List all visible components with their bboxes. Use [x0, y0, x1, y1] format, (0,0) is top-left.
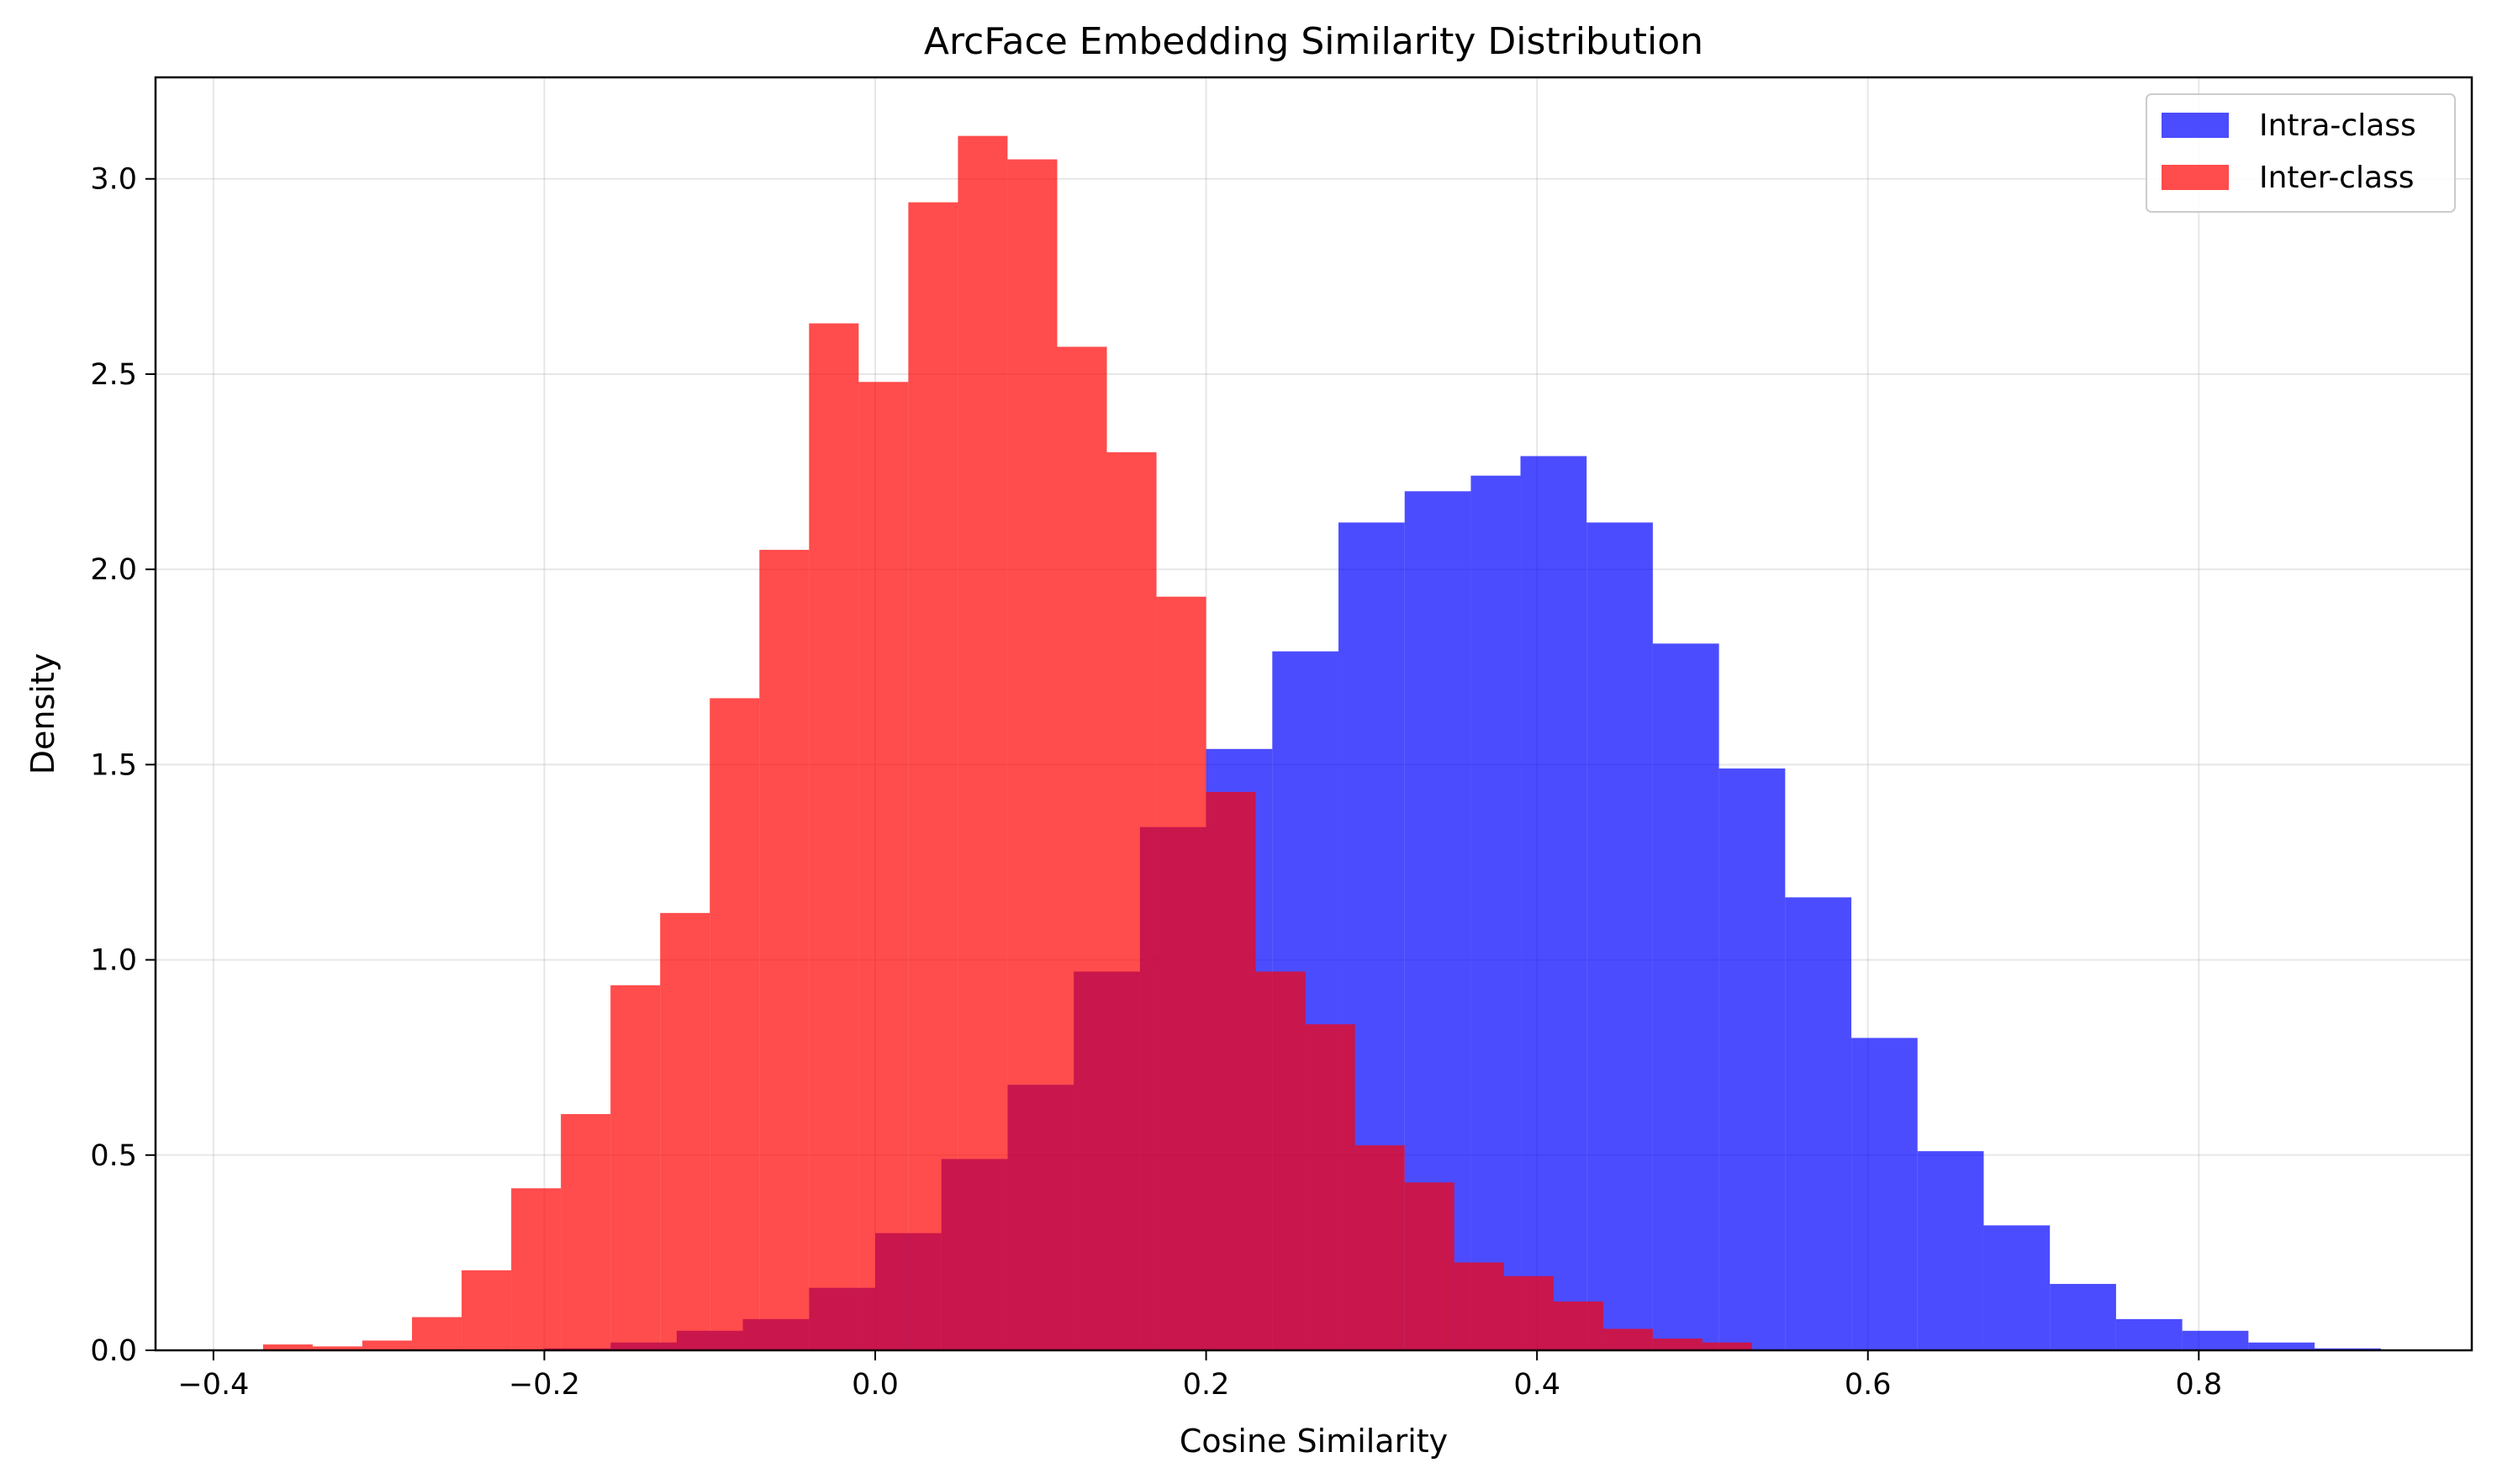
histogram-bar	[710, 698, 760, 1350]
y-tick-label: 0.5	[90, 1139, 137, 1173]
histogram-bar	[511, 1188, 562, 1350]
y-tick-label: 0.0	[90, 1334, 137, 1368]
histogram-bar	[1602, 1328, 1653, 1350]
histogram-bar	[1007, 159, 1058, 1351]
legend-swatch-intra-class	[2162, 113, 2229, 138]
y-tick-label: 3.0	[90, 163, 137, 197]
x-tick-label: 0.4	[1513, 1368, 1560, 1402]
histogram-bar	[561, 1114, 611, 1350]
legend-label-inter-class: Inter-class	[2259, 161, 2415, 195]
histogram-bar	[1851, 1038, 1918, 1350]
x-tick-label: −0.4	[177, 1368, 249, 1402]
histogram-bars	[262, 135, 2381, 1351]
axis-ticks: −0.4 −0.2 0.0 0.2 0.4 0.6 0.8 0.0 0.5 1.0 1.5 2.0 2.…	[90, 163, 2222, 1402]
series-inter-class	[262, 135, 1752, 1351]
histogram-bar	[908, 202, 958, 1350]
histogram-bar	[858, 382, 909, 1351]
y-tick-label: 2.0	[90, 553, 137, 587]
y-tick-label: 1.5	[90, 748, 137, 782]
x-tick-label: 0.8	[2175, 1368, 2222, 1402]
x-tick-label: −0.2	[509, 1368, 580, 1402]
x-axis-label: Cosine Similarity	[1180, 1423, 1448, 1460]
x-tick-label: 0.2	[1183, 1368, 1230, 1402]
histogram-bar	[809, 323, 859, 1351]
histogram-bar	[1917, 1151, 1984, 1350]
histogram-bar	[1586, 522, 1653, 1350]
x-tick-label: 0.6	[1845, 1368, 1892, 1402]
histogram-bar	[1785, 897, 1852, 1350]
histogram-bar	[1106, 452, 1157, 1350]
histogram-bar	[312, 1346, 362, 1350]
legend: Intra-class Inter-class	[2146, 93, 2456, 213]
histogram-bar	[660, 912, 710, 1350]
histogram-bar	[1702, 1342, 1752, 1350]
x-tick-label: 0.0	[852, 1368, 899, 1402]
histogram-bar	[1454, 1262, 1504, 1350]
histogram-bar	[2050, 1284, 2116, 1350]
histogram-bar	[759, 549, 810, 1350]
histogram-bar	[1503, 1275, 1554, 1350]
histogram-bar	[1553, 1301, 1603, 1350]
histogram-bar	[2182, 1330, 2249, 1350]
y-axis-label: Density	[24, 653, 61, 774]
histogram-bar	[1354, 1145, 1405, 1350]
legend-label-intra-class: Intra-class	[2259, 108, 2416, 143]
histogram-bar	[610, 985, 661, 1350]
histogram-bar	[958, 135, 1008, 1350]
histogram-bar	[1404, 1182, 1454, 1350]
histogram-bar	[362, 1340, 413, 1350]
histogram-bar	[262, 1344, 313, 1350]
legend-swatch-inter-class	[2162, 165, 2229, 190]
histogram-bar	[412, 1317, 462, 1350]
histogram-bar	[2115, 1318, 2183, 1350]
histogram-bar	[1652, 643, 1719, 1350]
histogram-bar	[1470, 475, 1521, 1350]
histogram-bar	[462, 1270, 512, 1350]
histogram-bar	[1652, 1339, 1702, 1350]
histogram-bar	[1305, 1024, 1355, 1350]
histogram-bar	[1983, 1225, 2051, 1350]
histogram-bar	[2248, 1342, 2315, 1350]
histogram-bar	[1206, 791, 1256, 1350]
y-tick-label: 1.0	[90, 944, 137, 978]
y-tick-label: 2.5	[90, 358, 137, 392]
chart-title: ArcFace Embedding Similarity Distributio…	[924, 20, 1703, 63]
histogram-bar	[1520, 456, 1587, 1351]
plot-frame	[154, 76, 2473, 1352]
histogram-bar	[1718, 768, 1786, 1350]
histogram-bar	[1057, 346, 1107, 1350]
histogram-bar	[1255, 971, 1306, 1350]
histogram-bar	[1156, 596, 1206, 1350]
